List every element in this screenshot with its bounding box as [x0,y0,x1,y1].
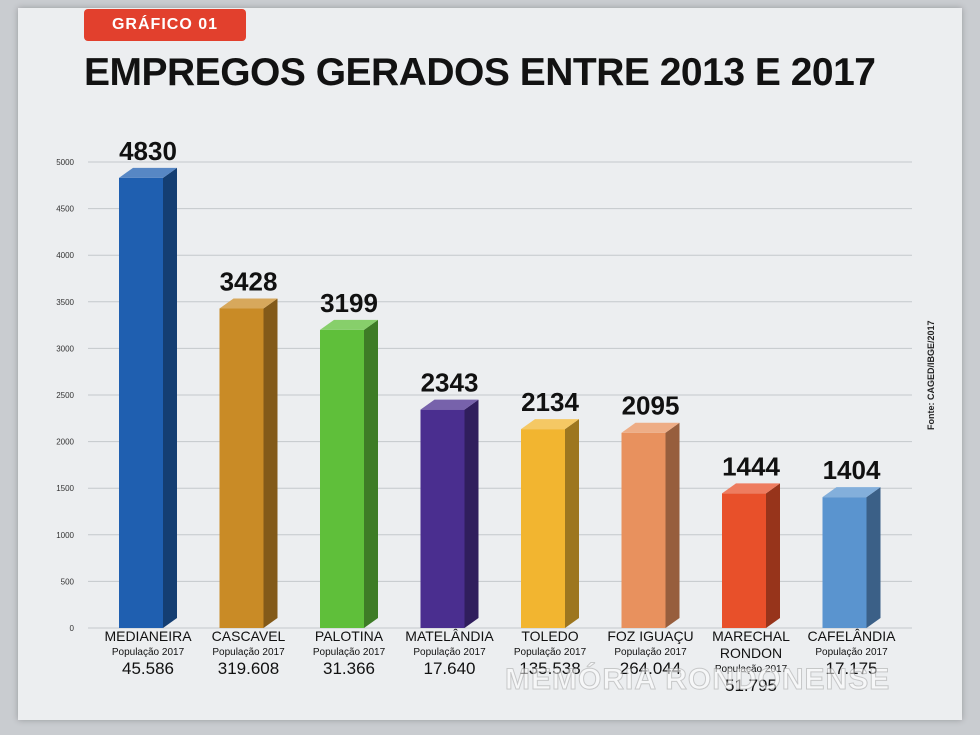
bar-front [219,308,264,628]
population-label: População 2017 [514,647,587,658]
bar-front [722,493,766,628]
category-label: RONDON [720,645,782,661]
data-label: 2343 [421,368,479,398]
bar-side [364,319,378,628]
bar-side [464,399,479,628]
y-tick-label: 4500 [56,205,74,214]
category-label: MARECHAL [712,628,790,644]
bar-front [420,409,465,628]
population-label: População 2017 [313,647,386,658]
bar-top [521,419,579,430]
category-label: MATELÂNDIA [405,628,494,644]
data-label: 2134 [521,387,579,417]
bar-side [866,487,881,628]
bar-top [119,167,177,178]
chart-title: EMPREGOS GERADOS ENTRE 2013 E 2017 [84,51,876,94]
category-label: PALOTINA [315,628,384,644]
bar-front [119,177,163,628]
y-tick-label: 3500 [56,298,74,307]
bar-7 [722,483,780,628]
bar-6 [621,422,680,628]
y-tick-label: 2000 [56,438,74,447]
data-label: 1404 [823,455,881,485]
bar-front [521,429,565,628]
category-label: CAFELÂNDIA [808,628,897,644]
population-value: 45.586 [122,659,174,678]
bar-top [621,422,680,433]
y-tick-label: 5000 [56,158,74,167]
population-label: População 2017 [815,647,888,658]
bar-side [766,483,780,628]
bar-top [320,319,378,330]
population-value: 17.175 [826,659,878,678]
bar-top [822,487,881,498]
population-value: 51.795 [725,676,777,695]
category-label: FOZ IGUAÇU [607,628,693,644]
bar-5 [521,419,579,628]
population-label: População 2017 [212,647,285,658]
bar-front [621,432,666,628]
watermark: MEMÓRIA RONDONENSE [504,663,891,697]
data-label: 4830 [119,136,177,166]
category-label: TOLEDO [521,628,578,644]
y-tick-label: 1500 [56,484,74,493]
bar-side [163,167,177,628]
bar-side [665,422,680,628]
y-tick-label: 500 [61,577,75,586]
bar-front [320,329,364,628]
y-tick-label: 3000 [56,344,74,353]
bar-side [565,419,579,628]
bar-side [263,298,278,628]
y-tick-label: 4000 [56,251,74,260]
bar-top [420,399,479,410]
population-label: População 2017 [614,647,687,658]
bar-top [219,298,278,309]
data-label: 1444 [722,451,780,481]
population-value: 17.640 [424,659,476,678]
bar-3 [320,319,378,628]
data-label: 3199 [320,288,378,318]
y-tick-label: 2500 [56,391,74,400]
data-label: 2095 [622,391,680,421]
population-label: População 2017 [112,647,185,658]
category-label: MEDIANEIRA [104,628,192,644]
population-value: 264.044 [620,659,681,678]
bar-2 [219,298,278,628]
bar-front [822,497,867,628]
category-label: CASCAVEL [212,628,286,644]
bar-1 [119,167,177,628]
population-label: População 2017 [413,647,486,658]
population-value: 319.608 [218,659,279,678]
population-value: 31.366 [323,659,375,678]
bar-top [722,483,780,494]
bar-4 [420,399,479,628]
y-tick-label: 0 [70,624,75,633]
population-label: População 2017 [715,664,788,675]
population-value: 135.538 [519,659,580,678]
chart-badge: GRÁFICO 01 [84,9,246,41]
data-label: 3428 [220,267,278,297]
y-tick-label: 1000 [56,531,74,540]
bar-8 [822,487,881,628]
